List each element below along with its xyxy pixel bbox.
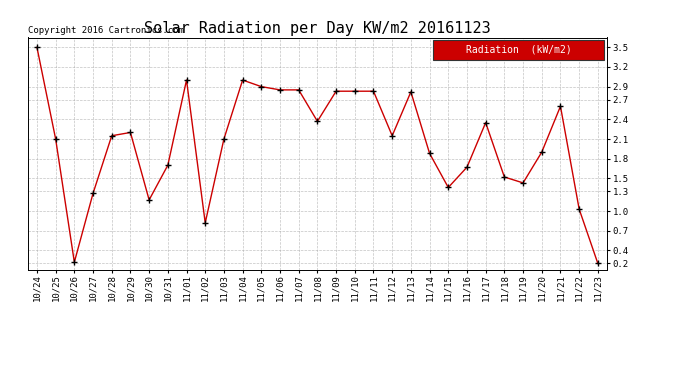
Title: Solar Radiation per Day KW/m2 20161123: Solar Radiation per Day KW/m2 20161123	[144, 21, 491, 36]
Text: Copyright 2016 Cartronics.com: Copyright 2016 Cartronics.com	[28, 26, 184, 35]
FancyBboxPatch shape	[433, 40, 604, 60]
Text: Radiation  (kW/m2): Radiation (kW/m2)	[466, 45, 572, 55]
